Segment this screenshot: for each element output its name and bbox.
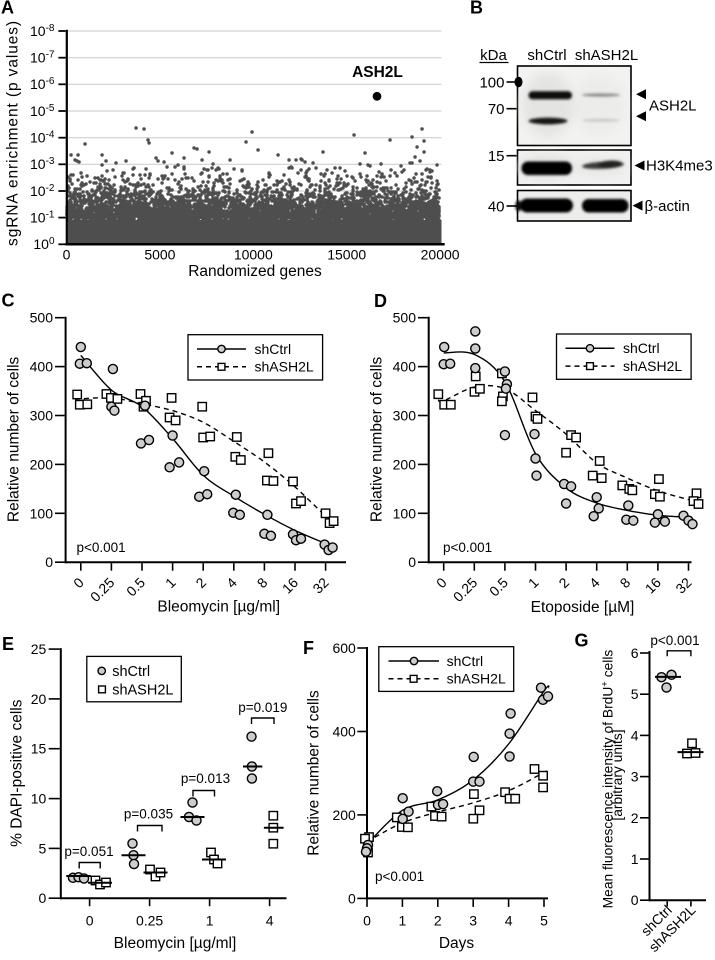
svg-text:ASH2L: ASH2L — [649, 98, 697, 115]
svg-text:shASH2L: shASH2L — [447, 671, 506, 687]
svg-text:25: 25 — [31, 641, 47, 657]
svg-text:4: 4 — [505, 913, 513, 929]
svg-text:2: 2 — [434, 913, 442, 929]
svg-text:100: 100 — [393, 505, 417, 521]
svg-text:Etoposide [µM]: Etoposide [µM] — [531, 599, 635, 616]
svg-text:Mean fluorescence intensity of: Mean fluorescence intensity of BrdU+ cel… — [600, 650, 616, 909]
svg-text:β-actin: β-actin — [645, 198, 690, 215]
svg-text:0: 0 — [86, 913, 94, 929]
svg-text:D: D — [374, 291, 387, 311]
svg-text:20000: 20000 — [421, 246, 460, 262]
svg-text:% DAPI-positive cells: % DAPI-positive cells — [9, 699, 26, 847]
svg-text:5000: 5000 — [144, 246, 175, 262]
svg-text:shCtrl: shCtrl — [623, 340, 660, 356]
svg-text:[arbitrary units]: [arbitrary units] — [610, 729, 625, 820]
svg-text:0: 0 — [348, 890, 356, 906]
svg-text:400: 400 — [332, 724, 356, 740]
svg-text:200: 200 — [332, 807, 356, 823]
svg-text:Relative number of cells: Relative number of cells — [306, 690, 323, 856]
svg-text:p<0.001: p<0.001 — [443, 540, 492, 555]
svg-text:p=0.051: p=0.051 — [64, 844, 113, 859]
svg-text:1: 1 — [206, 913, 214, 929]
svg-text:sgRNA enrichment (p values): sgRNA enrichment (p values) — [5, 20, 22, 246]
svg-text:H3K4me3: H3K4me3 — [646, 158, 713, 175]
svg-text:Bleomycin [µg/ml]: Bleomycin [µg/ml] — [114, 935, 237, 952]
svg-text:10: 10 — [31, 791, 47, 807]
svg-text:shASH2L: shASH2L — [255, 359, 314, 375]
svg-text:G: G — [575, 631, 589, 651]
svg-text:p=0.035: p=0.035 — [124, 807, 173, 822]
svg-text:kDa: kDa — [480, 47, 507, 64]
svg-text:3: 3 — [631, 769, 639, 785]
svg-text:shASH2L: shASH2L — [112, 682, 173, 698]
svg-text:1: 1 — [631, 851, 639, 867]
svg-text:Relative number of cells: Relative number of cells — [6, 356, 23, 522]
svg-text:15: 15 — [488, 148, 505, 165]
svg-text:2: 2 — [631, 810, 639, 826]
svg-text:E: E — [2, 634, 14, 654]
svg-text:ASH2L: ASH2L — [352, 64, 403, 81]
svg-text:3: 3 — [469, 913, 477, 929]
svg-text:4: 4 — [266, 913, 274, 929]
svg-text:p<0.001: p<0.001 — [375, 869, 424, 884]
svg-text:400: 400 — [393, 359, 417, 375]
svg-text:Randomized genes: Randomized genes — [188, 263, 322, 280]
svg-text:15000: 15000 — [327, 246, 366, 262]
svg-text:p=0.019: p=0.019 — [238, 700, 287, 715]
svg-text:5: 5 — [39, 840, 47, 856]
svg-text:shCtrl: shCtrl — [447, 653, 484, 669]
svg-text:p<0.001: p<0.001 — [77, 540, 126, 555]
svg-text:shCtrl: shCtrl — [112, 664, 150, 680]
svg-text:400: 400 — [30, 359, 54, 375]
svg-text:10000: 10000 — [234, 246, 273, 262]
svg-text:B: B — [470, 0, 483, 18]
svg-text:5: 5 — [631, 686, 639, 702]
svg-text:C: C — [2, 291, 15, 311]
svg-text:200: 200 — [393, 456, 417, 472]
svg-text:300: 300 — [30, 408, 54, 424]
svg-text:200: 200 — [30, 456, 54, 472]
svg-text:600: 600 — [332, 640, 356, 656]
svg-text:300: 300 — [393, 408, 417, 424]
svg-text:Bleomycin [µg/ml]: Bleomycin [µg/ml] — [157, 599, 280, 616]
svg-text:0: 0 — [45, 554, 53, 570]
svg-text:1: 1 — [399, 913, 407, 929]
svg-text:0: 0 — [408, 554, 416, 570]
svg-text:0: 0 — [39, 890, 47, 906]
svg-text:Relative number of cells: Relative number of cells — [369, 356, 386, 522]
svg-text:100: 100 — [479, 75, 504, 92]
svg-text:100: 100 — [30, 505, 54, 521]
svg-text:70: 70 — [488, 101, 505, 118]
svg-text:shASH2L: shASH2L — [575, 47, 638, 64]
svg-text:6: 6 — [631, 645, 639, 661]
svg-text:15: 15 — [31, 741, 47, 757]
svg-text:4: 4 — [631, 727, 639, 743]
svg-text:p=0.013: p=0.013 — [181, 771, 230, 786]
svg-text:0: 0 — [63, 246, 71, 262]
svg-text:A: A — [1, 0, 14, 18]
svg-text:500: 500 — [30, 310, 54, 326]
svg-text:5: 5 — [540, 913, 548, 929]
svg-text:0: 0 — [363, 913, 371, 929]
svg-text:p<0.001: p<0.001 — [650, 633, 699, 648]
svg-text:20: 20 — [31, 691, 47, 707]
svg-text:500: 500 — [393, 310, 417, 326]
svg-text:shASH2L: shASH2L — [623, 358, 682, 374]
svg-text:Days: Days — [439, 935, 475, 952]
svg-text:40: 40 — [488, 199, 505, 216]
svg-text:shCtrl: shCtrl — [255, 341, 292, 357]
svg-text:0: 0 — [631, 892, 639, 908]
svg-text:0.25: 0.25 — [136, 913, 163, 929]
svg-text:F: F — [303, 638, 314, 658]
svg-text:shCtrl: shCtrl — [527, 47, 566, 64]
